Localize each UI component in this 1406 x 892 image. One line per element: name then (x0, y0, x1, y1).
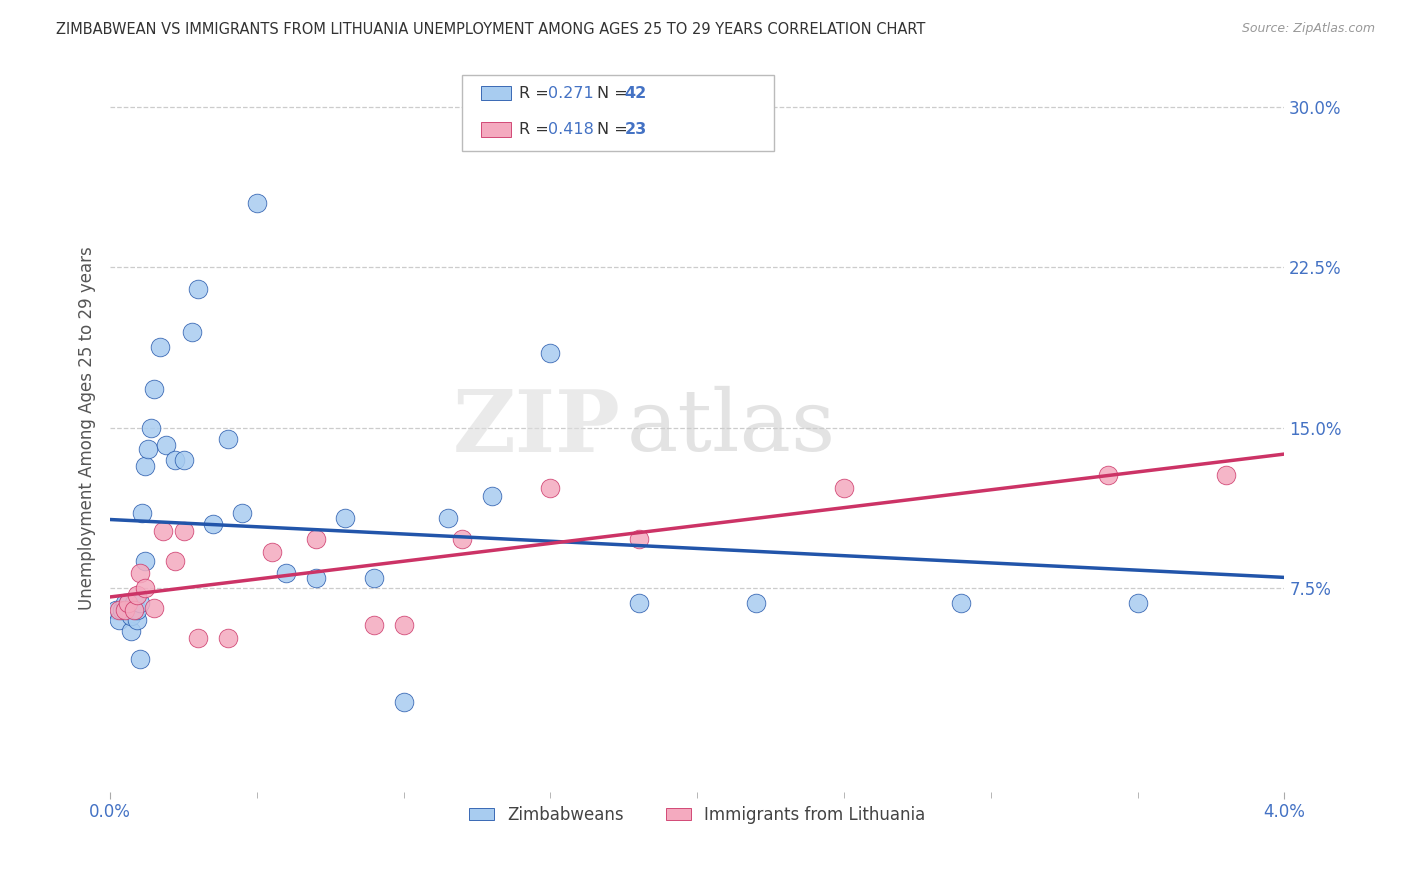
Point (451, 532, 474, 546)
Point (141, 421, 163, 435)
Point (125, 603, 148, 617)
Point (149, 339, 172, 353)
Point (143, 382, 166, 396)
Point (143, 600, 166, 615)
Point (231, 507, 253, 521)
Point (540, 481, 562, 495)
Point (134, 553, 156, 567)
Point (131, 507, 153, 521)
Point (152, 524, 174, 538)
Point (117, 603, 139, 617)
Point (832, 481, 855, 495)
Point (363, 571, 385, 585)
Point (125, 614, 148, 628)
Point (134, 582, 156, 596)
Point (105, 603, 128, 617)
Point (187, 282, 209, 296)
Point (134, 459, 156, 474)
Point (117, 596, 139, 610)
FancyBboxPatch shape (481, 122, 510, 136)
Point (481, 489, 503, 503)
Point (122, 596, 145, 610)
Point (217, 631, 239, 645)
Point (1097, 467, 1119, 482)
Point (436, 510, 458, 524)
Point (128, 596, 150, 610)
Text: N =: N = (598, 86, 633, 101)
Point (173, 524, 195, 538)
Point (627, 532, 650, 546)
Point (120, 624, 142, 639)
Point (187, 631, 209, 645)
Point (276, 566, 298, 581)
Text: Source: ZipAtlas.com: Source: ZipAtlas.com (1241, 22, 1375, 36)
Point (114, 596, 136, 610)
Point (246, 196, 269, 211)
Point (125, 588, 148, 602)
Point (163, 553, 186, 567)
Text: 0.271: 0.271 (548, 86, 593, 101)
Point (181, 325, 204, 339)
Text: ZIP: ZIP (453, 386, 621, 470)
Point (540, 346, 562, 360)
Point (108, 603, 131, 617)
Point (260, 545, 283, 559)
Text: N =: N = (598, 122, 633, 137)
Point (173, 453, 195, 467)
Point (128, 566, 150, 581)
Point (745, 596, 768, 610)
Point (155, 438, 177, 452)
Point (333, 510, 356, 524)
Text: R =: R = (519, 86, 554, 101)
Point (201, 517, 224, 532)
Point (163, 453, 186, 467)
Point (363, 617, 385, 632)
Point (108, 614, 131, 628)
Point (627, 596, 650, 610)
Text: 23: 23 (624, 122, 647, 137)
Y-axis label: Unemployment Among Ages 25 to 29 years: Unemployment Among Ages 25 to 29 years (79, 246, 96, 610)
Point (392, 617, 415, 632)
Text: R =: R = (519, 122, 554, 137)
Point (1126, 596, 1149, 610)
Text: 42: 42 (624, 86, 647, 101)
Point (950, 596, 973, 610)
FancyBboxPatch shape (481, 86, 510, 101)
Point (136, 442, 159, 457)
Text: ZIMBABWEAN VS IMMIGRANTS FROM LITHUANIA UNEMPLOYMENT AMONG AGES 25 TO 29 YEARS C: ZIMBABWEAN VS IMMIGRANTS FROM LITHUANIA … (56, 22, 925, 37)
Point (122, 603, 145, 617)
Point (304, 532, 326, 546)
FancyBboxPatch shape (463, 75, 773, 152)
Text: atlas: atlas (627, 386, 837, 469)
Text: 0.418: 0.418 (548, 122, 593, 137)
Point (114, 603, 136, 617)
Legend: Zimbabweans, Immigrants from Lithuania: Zimbabweans, Immigrants from Lithuania (463, 799, 932, 830)
Point (304, 571, 326, 585)
Point (128, 652, 150, 666)
Point (120, 609, 142, 624)
Point (122, 603, 145, 617)
Point (1215, 467, 1237, 482)
Point (217, 432, 239, 446)
Point (111, 603, 134, 617)
Point (117, 596, 139, 610)
Point (392, 695, 415, 709)
